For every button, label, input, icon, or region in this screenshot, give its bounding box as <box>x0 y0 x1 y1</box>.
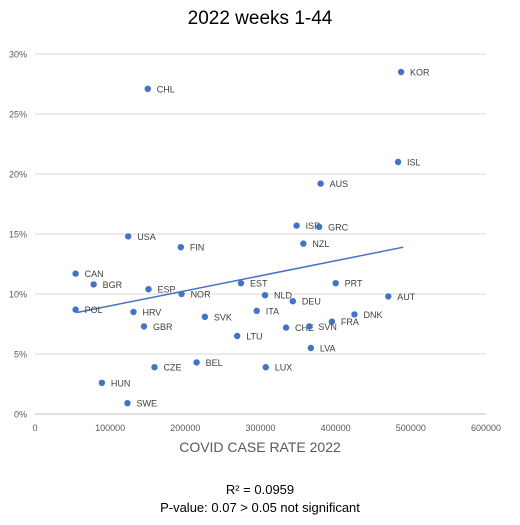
data-point <box>233 332 241 340</box>
data-point <box>177 244 185 251</box>
data-point <box>151 364 158 371</box>
data-label: NLD <box>274 291 293 301</box>
data-point <box>315 223 323 230</box>
data-label: BGR <box>103 280 123 290</box>
y-axis-ticks: 0% 5% 10% 15% 20% 25% 30% <box>9 50 27 420</box>
data-point <box>253 307 260 314</box>
data-point <box>140 323 148 330</box>
x-axis-ticks: 0 100000 200000 300000 400000 500000 600000 <box>32 423 501 433</box>
data-label: AUT <box>397 292 416 302</box>
data-point <box>98 379 106 386</box>
data-label: SVK <box>214 312 232 322</box>
data-label: POL <box>85 305 103 315</box>
y-tick-label: 20% <box>9 170 27 180</box>
data-label: NZL <box>312 239 329 249</box>
data-point <box>145 286 152 293</box>
data-label: EST <box>250 279 268 289</box>
data-label: CHL <box>157 84 175 94</box>
x-tick-label: 200000 <box>170 423 200 433</box>
x-tick-label: 400000 <box>321 423 351 433</box>
data-label: GBR <box>153 322 173 332</box>
y-tick-label: 15% <box>9 230 27 240</box>
chart-title: 2022 weeks 1-44 <box>187 8 333 29</box>
data-label: LVA <box>320 344 336 354</box>
data-label: GRC <box>328 222 349 232</box>
data-label: HUN <box>111 378 131 388</box>
data-point <box>328 318 336 325</box>
data-point <box>307 344 315 352</box>
x-tick-label: 600000 <box>471 423 501 433</box>
data-label: CZE <box>164 363 182 373</box>
data-label: KOR <box>410 68 430 78</box>
x-tick-label: 0 <box>32 423 37 433</box>
data-label: FIN <box>190 243 205 253</box>
data-label: SVN <box>318 322 337 332</box>
y-tick-label: 25% <box>9 110 27 120</box>
data-point <box>72 306 79 313</box>
data-point <box>317 180 324 187</box>
x-tick-label: 100000 <box>95 423 125 433</box>
y-tick-label: 5% <box>14 350 27 360</box>
data-point <box>144 85 151 93</box>
data-point <box>332 280 339 287</box>
data-point <box>293 222 300 229</box>
data-point <box>397 68 405 76</box>
data-point <box>385 293 392 300</box>
data-label: BEL <box>206 358 223 368</box>
data-point <box>72 270 79 277</box>
y-tick-label: 10% <box>9 290 27 300</box>
data-label: LUX <box>275 363 293 373</box>
data-point <box>178 290 185 298</box>
data-point <box>394 158 402 166</box>
data-label: ISR <box>306 221 322 231</box>
data-label: CAN <box>85 269 104 279</box>
x-axis-label: COVID CASE RATE 2022 <box>179 439 341 455</box>
data-point <box>193 359 200 366</box>
data-point <box>130 308 137 316</box>
data-label: CHE <box>295 323 314 333</box>
x-tick-label: 500000 <box>396 423 426 433</box>
data-point <box>351 311 358 318</box>
data-label: FRA <box>341 317 359 327</box>
data-label: LTU <box>246 332 262 342</box>
data-label: DEU <box>302 297 321 307</box>
data-label: AUS <box>330 179 349 189</box>
data-label: ISL <box>407 158 421 168</box>
data-label: USA <box>137 232 156 242</box>
scatter-chart: 0% 5% 10% 15% 20% 25% 30% 0 100000 200000 300000 4… <box>9 50 501 456</box>
data-point <box>306 323 313 330</box>
data-point <box>262 364 269 371</box>
data-point <box>90 281 97 288</box>
data-point <box>125 233 132 240</box>
data-point <box>282 324 290 331</box>
data-label: ESP <box>158 285 176 295</box>
trendline <box>76 246 404 314</box>
data-point <box>300 240 307 247</box>
p-value-label: P-value: 0.07 > 0.05 not significant <box>160 500 360 515</box>
data-label: SWE <box>136 399 157 409</box>
data-point <box>261 292 269 299</box>
data-label: ITA <box>266 306 279 316</box>
x-tick-label: 300000 <box>245 423 275 433</box>
data-point <box>124 400 131 407</box>
data-point <box>237 280 245 287</box>
data-label: DNK <box>363 310 382 320</box>
y-tick-label: 0% <box>14 410 27 420</box>
data-point <box>289 298 297 305</box>
trendline-group <box>76 246 404 314</box>
r-squared-label: R² = 0.0959 <box>225 482 295 497</box>
y-tick-label: 30% <box>9 50 27 60</box>
data-point <box>201 313 209 320</box>
data-label: PRT <box>345 279 363 289</box>
data-label: HRV <box>142 308 161 318</box>
data-label: NOR <box>191 290 212 300</box>
gridlines <box>35 53 486 355</box>
